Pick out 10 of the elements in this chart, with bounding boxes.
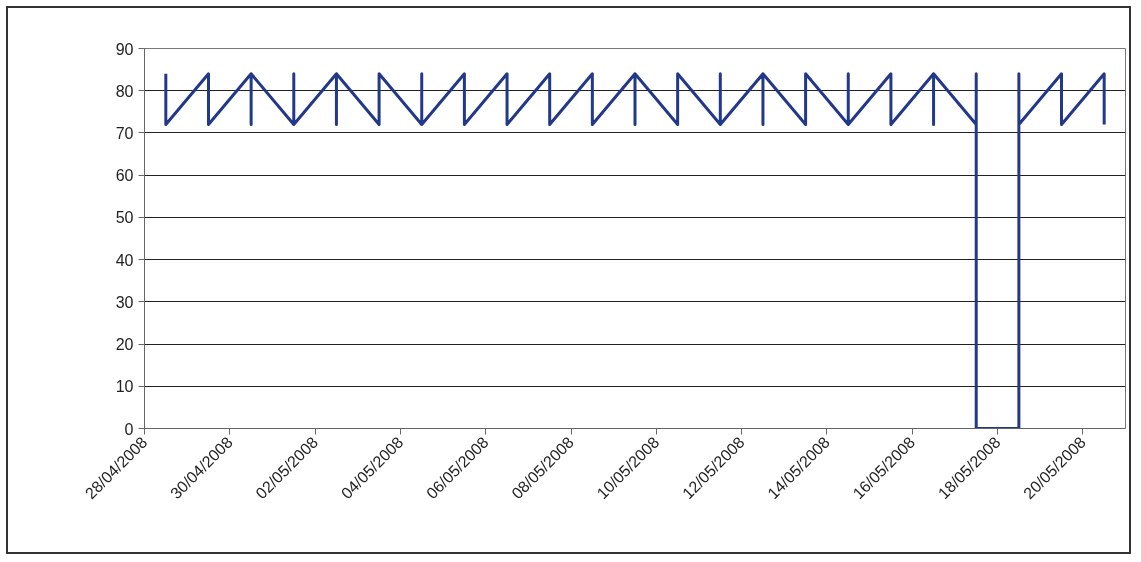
y-tick-label: 90 <box>115 40 134 58</box>
y-tick-label: 80 <box>115 82 134 100</box>
y-tick-label: 60 <box>115 167 134 185</box>
y-tick-label: 30 <box>115 293 134 311</box>
y-tick-label: 0 <box>124 420 134 438</box>
y-tick-label: 40 <box>115 251 134 269</box>
y-tick-label: 20 <box>115 336 134 354</box>
y-tick-label: 10 <box>115 378 134 396</box>
y-tick-label: 50 <box>115 209 134 227</box>
y-tick-label: 70 <box>115 124 134 142</box>
